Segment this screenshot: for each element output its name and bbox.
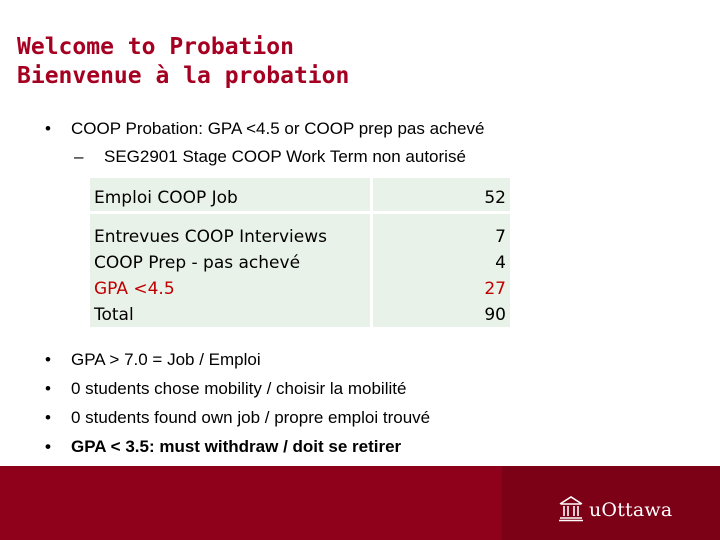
note-item-withdraw: • GPA < 3.5: must withdraw / doit se ret… (45, 432, 430, 461)
row-value-total: 90 (484, 305, 506, 325)
title-english: Welcome to Probation (17, 34, 294, 60)
footer-logo-block (502, 466, 720, 540)
university-building-icon (559, 496, 583, 522)
bullet-coop-probation: • COOP Probation: GPA <4.5 or COOP prep … (45, 118, 485, 140)
note-text: GPA < 3.5: must withdraw / doit se retir… (71, 437, 402, 456)
bullet-dot: • (45, 408, 51, 427)
table-row-header: Emploi COOP Job 52 (90, 178, 510, 211)
row-value-coop-prep: 4 (495, 253, 506, 273)
note-text: GPA > 7.0 = Job / Emploi (71, 350, 261, 369)
bullet-dot: • (45, 379, 51, 398)
title-french: Bienvenue à la probation (17, 63, 350, 89)
bullet-text: COOP Probation: GPA <4.5 or COOP prep pa… (71, 119, 485, 138)
bullet-dot: • (45, 437, 51, 456)
sub-bullet-text: SEG2901 Stage COOP Work Term non autoris… (104, 147, 466, 166)
note-item: • 0 students found own job / propre empl… (45, 403, 431, 432)
bullet-dot: • (45, 119, 51, 138)
row-value-interviews: 7 (495, 227, 506, 247)
row-label-coop-prep: COOP Prep - pas achevé (94, 253, 301, 273)
row-label-gpa: GPA <4.5 (94, 279, 175, 299)
note-item: • GPA > 7.0 = Job / Emploi (45, 345, 430, 374)
bullet-dot: • (45, 350, 51, 369)
note-item: • 0 students chose mobility / choisir la… (45, 374, 430, 403)
note-text: 0 students chose mobility / choisir la m… (71, 379, 407, 398)
row-label-interviews: Entrevues COOP Interviews (94, 227, 328, 247)
sub-bullet-seg2901: – SEG2901 Stage COOP Work Term non autor… (74, 146, 466, 168)
note-text: 0 students found own job / propre emploi… (71, 408, 431, 427)
table-cell-label: Emploi COOP Job (90, 178, 370, 211)
row-label-total: Total (94, 305, 134, 325)
stats-table: Emploi COOP Job 52 Entrevues COOP Interv… (90, 178, 510, 327)
table-values-column: 7 4 27 90 (373, 214, 510, 327)
table-row-body: Entrevues COOP Interviews COOP Prep - pa… (90, 214, 510, 327)
row-value-gpa: 27 (484, 279, 506, 299)
uottawa-logo-text: uOttawa (589, 499, 673, 521)
table-labels-column: Entrevues COOP Interviews COOP Prep - pa… (90, 214, 370, 327)
notes-list: • GPA > 7.0 = Job / Emploi • 0 students … (45, 345, 431, 461)
footer-band (0, 466, 502, 540)
sub-bullet-dash: – (74, 147, 84, 166)
table-cell-value: 52 (373, 178, 510, 211)
page-title: Welcome to Probation Bienvenue à la prob… (17, 33, 349, 91)
